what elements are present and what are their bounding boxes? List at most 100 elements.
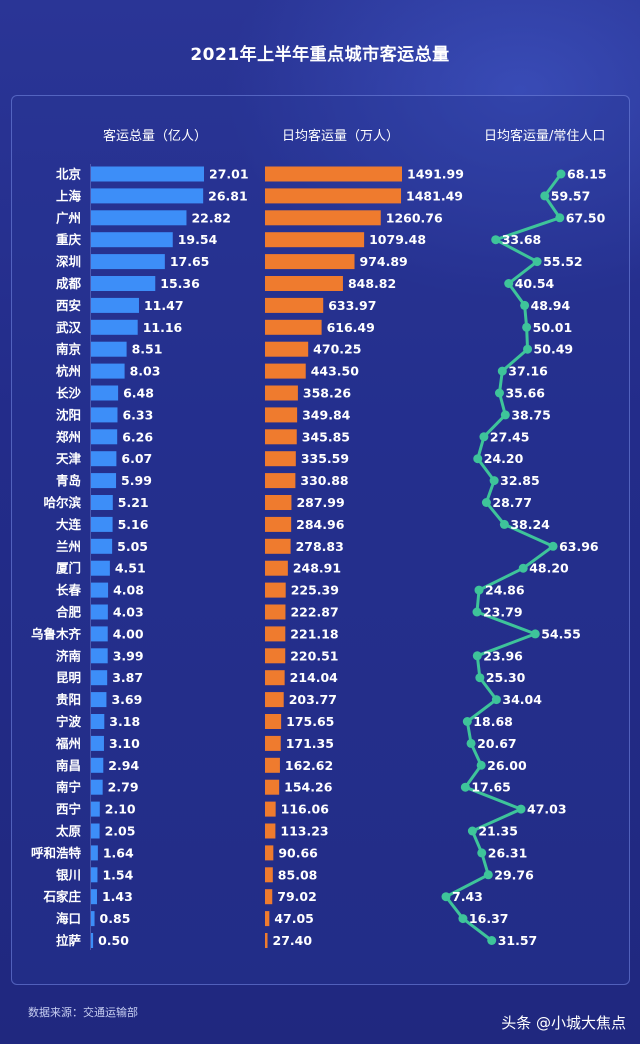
axis-line	[90, 164, 91, 950]
total-label: 0.85	[100, 911, 131, 926]
total-label: 27.01	[209, 167, 249, 182]
ratio-point	[530, 629, 540, 639]
ratio-label: 25.30	[486, 670, 526, 685]
daily-bar	[265, 648, 286, 664]
total-bar	[91, 692, 107, 708]
total-bar	[91, 801, 100, 817]
total-label: 4.08	[113, 583, 144, 598]
daily-bar	[265, 297, 324, 313]
source-note: 数据来源：交通运输部	[28, 1006, 138, 1019]
total-bar	[91, 495, 113, 510]
ratio-label: 38.75	[511, 407, 551, 422]
ratio-point	[487, 936, 497, 945]
daily-label: 1491.99	[407, 167, 464, 182]
daily-label: 470.25	[313, 342, 361, 357]
city-label: 兰州	[56, 539, 81, 554]
ratio-point	[499, 519, 509, 529]
city-label: 宁波	[56, 714, 82, 729]
ratio-label: 26.00	[487, 758, 527, 773]
city-label: 南昌	[56, 758, 81, 773]
total-bar	[91, 429, 118, 445]
city-label: 南宁	[56, 780, 81, 795]
daily-label: 27.40	[273, 933, 313, 948]
ratio-label: 54.55	[541, 626, 581, 641]
total-label: 6.48	[123, 386, 154, 401]
ratio-label: 24.86	[485, 583, 525, 598]
total-label: 3.10	[109, 736, 140, 751]
ratio-point	[518, 563, 528, 573]
ratio-label: 48.20	[529, 561, 569, 576]
ratio-label: 24.20	[484, 451, 524, 466]
ratio-point	[481, 498, 491, 507]
ratio-point	[479, 432, 489, 442]
daily-bar	[265, 867, 273, 883]
total-label: 5.21	[118, 495, 149, 510]
total-bar	[91, 933, 94, 948]
ratio-label: 59.57	[551, 188, 591, 203]
daily-bar	[265, 823, 276, 839]
total-label: 8.51	[132, 342, 163, 357]
total-label: 3.18	[109, 714, 140, 729]
city-label: 天津	[56, 451, 82, 466]
city-label: 杭州	[56, 364, 81, 379]
daily-bar	[265, 210, 381, 226]
ratio-point	[460, 782, 470, 792]
daily-bar	[265, 801, 276, 817]
city-label: 乌鲁木齐	[31, 626, 82, 641]
total-label: 11.16	[143, 320, 183, 335]
city-label: 武汉	[56, 320, 82, 335]
ratio-point	[532, 257, 542, 267]
daily-bar	[265, 341, 309, 357]
city-label: 昆明	[56, 670, 81, 685]
total-bar	[91, 276, 156, 291]
ratio-label: 68.15	[567, 167, 607, 182]
daily-label: 221.18	[290, 626, 338, 641]
daily-label: 616.49	[327, 320, 375, 335]
daily-label: 175.65	[286, 714, 334, 729]
header-daily: 日均客运量（万人）	[282, 129, 400, 144]
city-label: 上海	[56, 188, 82, 203]
ratio-label: 18.68	[473, 714, 513, 729]
city-label: 太原	[56, 824, 82, 839]
daily-label: 1260.76	[386, 210, 443, 225]
total-bar	[91, 779, 103, 795]
ratio-label: 35.66	[505, 386, 545, 401]
total-bar	[91, 867, 98, 883]
daily-bar	[265, 560, 288, 576]
daily-bar	[265, 232, 365, 248]
daily-bar	[265, 188, 402, 204]
daily-label: 171.35	[286, 736, 334, 751]
ratio-label: 31.57	[498, 933, 538, 948]
daily-bar	[265, 582, 286, 598]
daily-label: 974.89	[360, 254, 408, 269]
daily-label: 220.51	[290, 648, 338, 663]
ratio-label: 40.54	[515, 276, 555, 291]
total-label: 4.00	[113, 626, 144, 641]
daily-label: 330.88	[300, 473, 348, 488]
total-label: 4.51	[115, 561, 146, 576]
total-label: 5.99	[121, 473, 152, 488]
city-label: 北京	[56, 167, 82, 182]
total-bar	[91, 319, 138, 335]
ratio-point	[548, 541, 558, 551]
ratio-label: 26.31	[488, 845, 528, 860]
city-label: 哈尔滨	[43, 495, 81, 510]
daily-bar	[265, 889, 273, 905]
total-label: 4.03	[113, 605, 144, 620]
city-label: 海口	[56, 911, 81, 926]
total-bar	[91, 757, 104, 773]
ratio-point	[476, 760, 486, 770]
daily-label: 345.85	[302, 429, 350, 444]
total-label: 1.54	[102, 867, 133, 882]
ratio-point	[472, 651, 482, 661]
daily-label: 848.82	[348, 276, 396, 291]
daily-label: 358.26	[303, 386, 352, 401]
daily-label: 284.96	[296, 517, 345, 532]
daily-bar	[265, 254, 355, 270]
daily-label: 113.23	[280, 824, 328, 839]
daily-label: 162.62	[285, 758, 333, 773]
city-label: 广州	[56, 210, 81, 225]
daily-bar	[265, 473, 296, 489]
daily-label: 79.02	[277, 889, 317, 904]
total-label: 6.26	[122, 429, 153, 444]
